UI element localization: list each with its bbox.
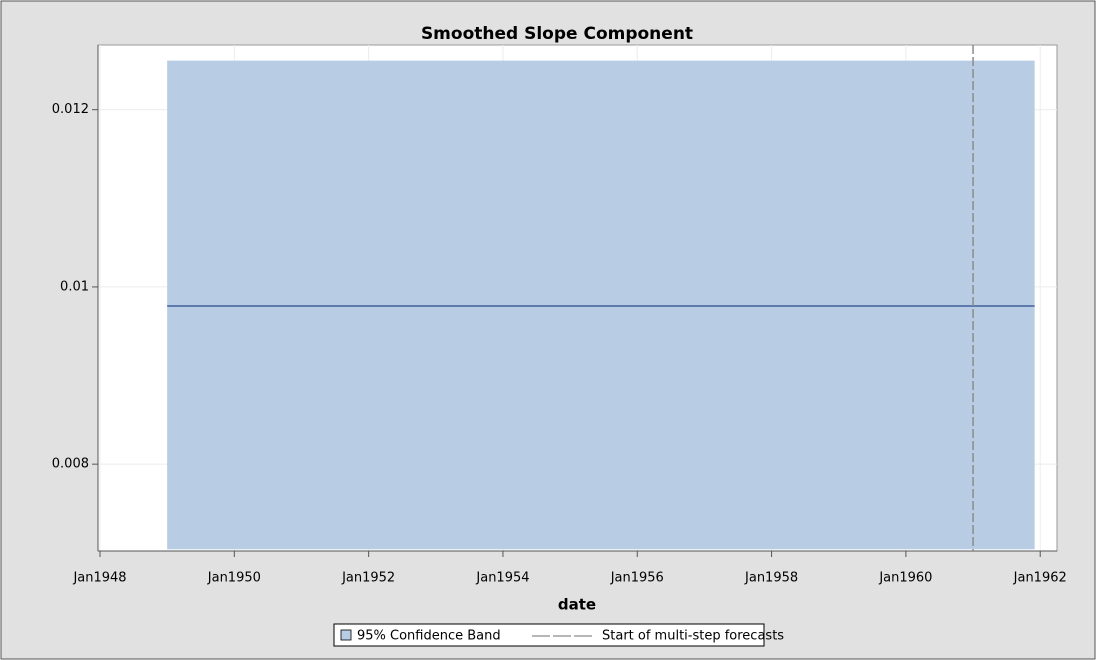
legend-label: 95% Confidence Band — [357, 629, 501, 644]
y-tick-label: 0.008 — [52, 457, 89, 472]
x-tick-label: Jan1948 — [72, 571, 126, 586]
x-tick-label: Jan1956 — [610, 571, 664, 586]
legend-swatch — [340, 629, 352, 641]
x-tick-label: Jan1954 — [475, 571, 529, 586]
confidence-band — [167, 60, 1035, 550]
legend-label: Start of multi-step forecasts — [602, 629, 784, 644]
x-tick-label: Jan1958 — [744, 571, 798, 586]
chart-title: Smoothed Slope Component — [421, 24, 693, 44]
y-tick-label: 0.012 — [52, 102, 89, 117]
x-tick-label: Jan1950 — [207, 571, 261, 586]
x-axis-label: date — [558, 596, 596, 614]
y-tick-label: 0.01 — [60, 279, 89, 294]
x-tick-label: Jan1952 — [341, 571, 395, 586]
x-tick-label: Jan1962 — [1013, 571, 1067, 586]
legend-box — [333, 623, 765, 647]
x-tick-label: Jan1960 — [878, 571, 932, 586]
